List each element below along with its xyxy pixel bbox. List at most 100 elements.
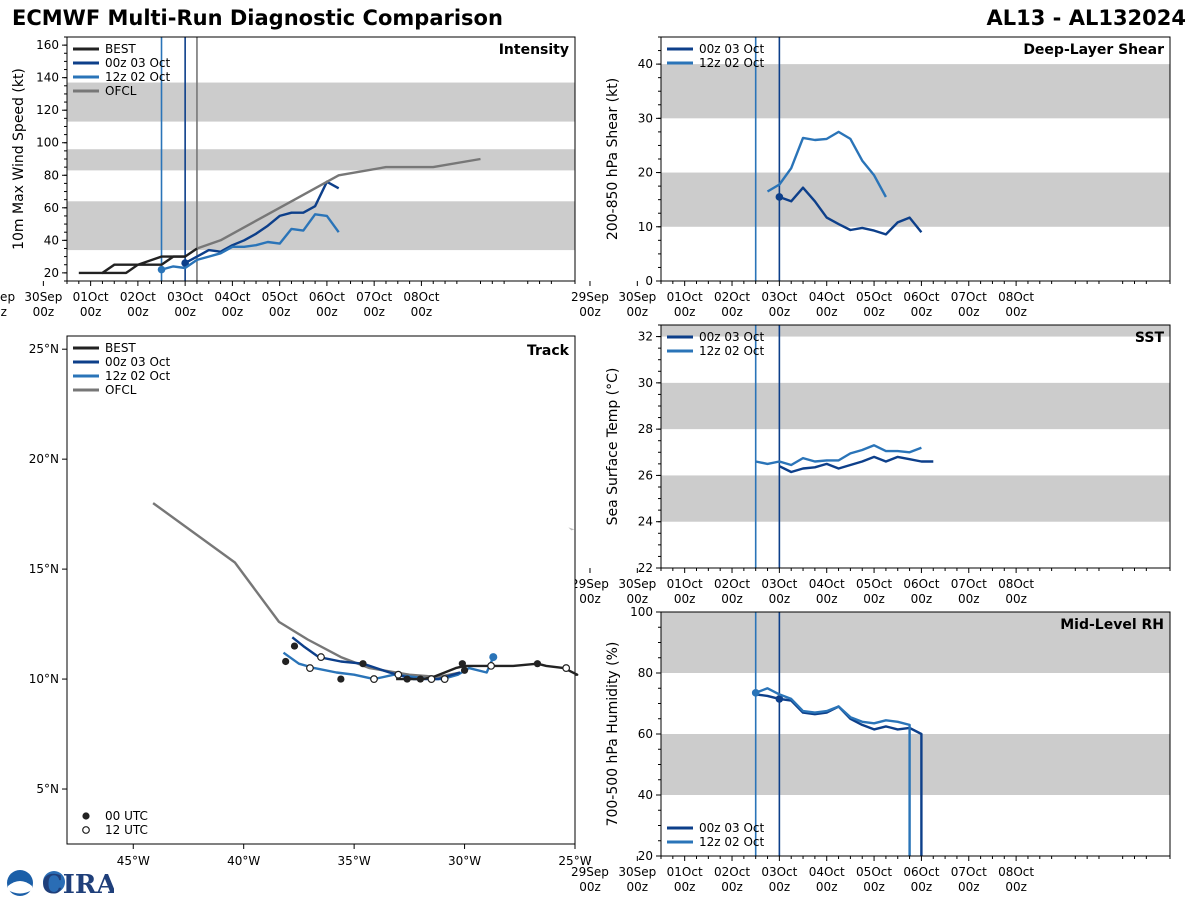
y-tick-label: 22 xyxy=(638,561,653,575)
x-tick-label: 29Sep xyxy=(571,577,609,591)
legend-label: 00z 03 Oct xyxy=(699,330,765,344)
x-tick-label: 08Oct xyxy=(998,865,1034,879)
y-tick-label: 24 xyxy=(638,515,653,529)
y-tick-label: 25°N xyxy=(29,342,59,356)
x-tick-hour: 00z xyxy=(958,305,980,319)
axes-frame xyxy=(660,324,1171,569)
x-tick-label: 07Oct xyxy=(951,577,987,591)
y-axis-label: 200-850 hPa Shear (kt) xyxy=(605,78,621,240)
legend-label: 00z 03 Oct xyxy=(699,42,765,56)
x-tick-hour: 00z xyxy=(863,880,885,894)
y-tick-label: 15°N xyxy=(29,562,59,576)
y-tick-label: 160 xyxy=(36,38,59,52)
y-tick-label: 40 xyxy=(44,233,59,247)
series-line-run00 xyxy=(778,186,923,236)
x-tick-label: 25°W xyxy=(558,854,591,868)
shaded-band xyxy=(661,64,1170,119)
y-axis-label: 700-500 hPa Humidity (%) xyxy=(605,642,621,827)
cira-logo-text: CIRA xyxy=(42,870,114,898)
x-tick-hour: 00z xyxy=(127,305,149,319)
marker-12utc xyxy=(562,664,571,672)
init-point-run00 xyxy=(775,695,784,703)
series-line-ofcl xyxy=(196,157,481,250)
x-tick-label: 03Oct xyxy=(167,290,203,304)
marker-00utc xyxy=(282,657,290,666)
y-tick-label: 100 xyxy=(36,136,59,150)
x-tick-label: 05Oct xyxy=(856,865,892,879)
x-tick-hour: 00z xyxy=(222,305,244,319)
x-tick-label: 02Oct xyxy=(120,290,156,304)
legend-label: OFCL xyxy=(105,84,137,98)
x-tick-label: 07Oct xyxy=(356,290,392,304)
legend-label: 12z 02 Oct xyxy=(699,56,765,70)
chart-sst: 22242628303229Sep00z30Sep00z01Oct00z02Oc… xyxy=(571,324,1171,606)
x-tick-hour: 00z xyxy=(721,592,743,606)
y-tick-label: 20°N xyxy=(29,452,59,466)
x-tick-label: 08Oct xyxy=(998,577,1034,591)
x-tick-hour: 00z xyxy=(816,592,838,606)
cira-globe-icon xyxy=(43,871,65,893)
x-tick-label: 06Oct xyxy=(309,290,345,304)
x-tick-hour: 00z xyxy=(911,305,933,319)
x-tick-label: 29Sep xyxy=(571,290,609,304)
x-tick-hour: 00z xyxy=(911,592,933,606)
legend-label: 00z 03 Oct xyxy=(699,821,765,835)
x-tick-hour: 00z xyxy=(33,305,55,319)
x-tick-hour: 00z xyxy=(958,880,980,894)
y-axis-label: 10m Max Wind Speed (kt) xyxy=(11,68,27,250)
x-tick-label: 02Oct xyxy=(714,290,750,304)
axes-frame xyxy=(66,335,576,845)
init-point-run12 xyxy=(157,265,166,274)
x-tick-label: 30Sep xyxy=(618,577,656,591)
series-line-best xyxy=(102,255,186,275)
marker-00utc xyxy=(337,675,345,683)
marker-12utc xyxy=(487,661,495,670)
x-tick-hour: 00z xyxy=(674,880,696,894)
x-tick-hour: 00z xyxy=(363,305,385,319)
x-tick-hour: 00z xyxy=(316,305,338,319)
series-line-run12 xyxy=(755,444,922,467)
legend-label: 12z 02 Oct xyxy=(105,369,171,383)
x-tick-hour: 00z xyxy=(911,880,933,894)
x-tick-label: 02Oct xyxy=(714,577,750,591)
chart-track: 45°W 40°W 35°W 30°W 25°W 5°N 10°N 15°N 20°N 25°N T… xyxy=(29,335,592,868)
utc-legend-marker-00 xyxy=(82,812,90,820)
marker-00utc xyxy=(403,675,411,683)
shaded-band xyxy=(661,172,1170,227)
y-axis-label: Sea Surface Temp (°C) xyxy=(605,368,621,526)
x-tick-hour: 00z xyxy=(674,592,696,606)
y-tick-label: 30 xyxy=(638,111,653,125)
init-point-run00 xyxy=(775,193,784,201)
y-tick-label: 20 xyxy=(44,266,59,280)
x-tick-label: 01Oct xyxy=(667,577,703,591)
legend-label: OFCL xyxy=(105,383,137,397)
legend-label: BEST xyxy=(105,341,136,355)
x-tick-hour: 00z xyxy=(1005,305,1027,319)
series-line-run00 xyxy=(778,455,934,474)
x-tick-label: 30°W xyxy=(448,854,481,868)
x-tick-label: 40°W xyxy=(227,854,260,868)
x-tick-hour: 00z xyxy=(863,592,885,606)
x-tick-hour: 00z xyxy=(579,880,601,894)
x-tick-label: 06Oct xyxy=(903,290,939,304)
utc-legend-label: 12 UTC xyxy=(105,823,148,837)
utc-legend-label: 00 UTC xyxy=(105,809,148,823)
x-tick-label: 45°W xyxy=(117,854,150,868)
panel-title: Deep-Layer Shear xyxy=(1023,42,1164,58)
x-tick-label: 02Oct xyxy=(714,865,750,879)
panel-title: Mid-Level RH xyxy=(1060,617,1164,633)
y-tick-label: 140 xyxy=(36,71,59,85)
marker-12utc xyxy=(317,653,325,661)
marker-00utc xyxy=(416,675,424,683)
shaded-band xyxy=(661,382,1170,430)
legend-label: 12z 02 Oct xyxy=(699,835,765,849)
x-tick-hour: 00z xyxy=(579,592,601,606)
marker-00utc xyxy=(359,660,367,668)
x-tick-label: 30Sep xyxy=(618,290,656,304)
x-tick-label: 05Oct xyxy=(856,577,892,591)
shaded-band xyxy=(661,325,1170,337)
marker-00utc xyxy=(458,660,466,668)
x-tick-label: 03Oct xyxy=(761,865,797,879)
x-tick-label: 05Oct xyxy=(262,290,298,304)
